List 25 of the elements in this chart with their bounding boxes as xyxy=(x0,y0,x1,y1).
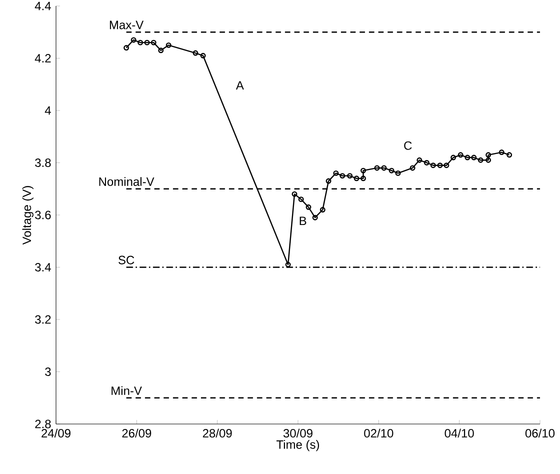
y-tick-label: 2.8 xyxy=(35,420,51,428)
x-tick-label: 28/09 xyxy=(202,428,232,438)
y-tick-label: 4.4 xyxy=(34,2,51,10)
x-tick-label: 24/09 xyxy=(42,428,70,438)
y-tick-label: 3.4 xyxy=(35,262,51,272)
y-tick-label: 4 xyxy=(44,106,51,115)
y-tick-label: 3.2 xyxy=(35,315,51,324)
y-tick-label: 3 xyxy=(45,367,51,376)
ref-line-label: Nominal-V xyxy=(99,177,154,186)
y-tick-label: 3.8 xyxy=(35,158,51,167)
x-tick-label: 26/09 xyxy=(122,428,152,438)
ref-line-label: SC xyxy=(118,256,134,264)
ref-line-label: Max-V xyxy=(110,20,144,30)
x-tick-label: 02/10 xyxy=(364,428,394,438)
x-tick-label: 04/10 xyxy=(444,428,474,438)
y-tick-label: 4.2 xyxy=(34,54,51,62)
annotation: C xyxy=(404,141,412,150)
ref-line-label: Min-V xyxy=(112,386,142,395)
x-tick-label: 06/10 xyxy=(525,428,555,438)
y-tick-label: 3.6 xyxy=(35,210,51,220)
annotation: B xyxy=(300,216,306,225)
y-axis-title: Voltage (V) xyxy=(22,186,34,245)
x-axis-title: Time (s) xyxy=(276,440,320,452)
x-tick-label: 30/09 xyxy=(283,428,312,438)
annotation: A xyxy=(236,81,244,90)
